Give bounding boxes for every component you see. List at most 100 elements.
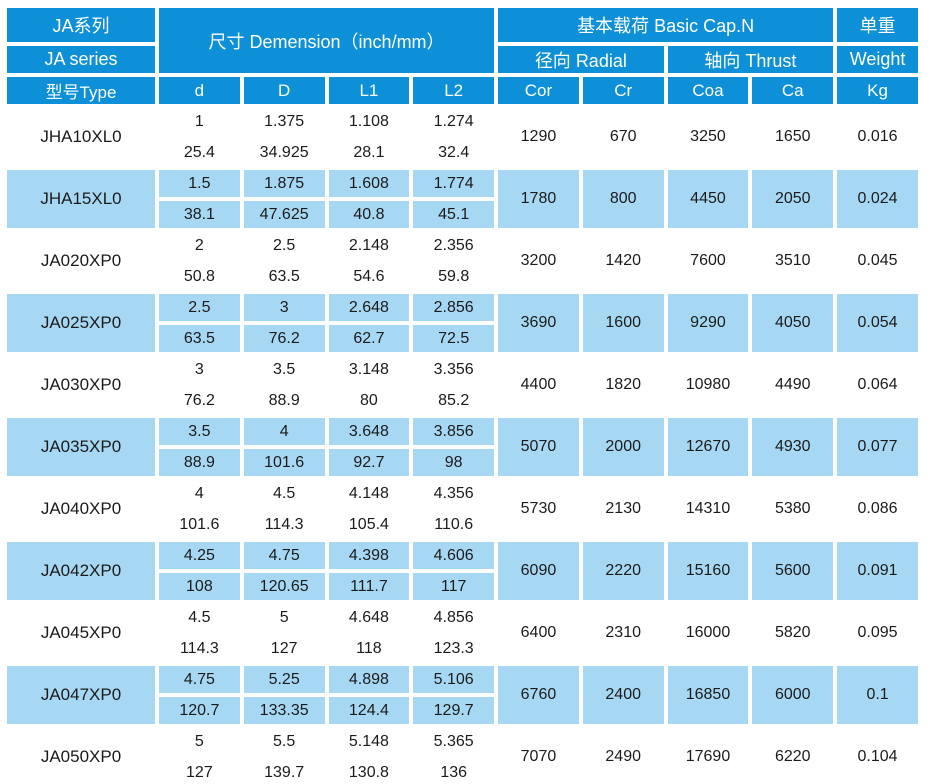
table-row-mm: 114.3 127 118 123.3 [7,635,918,662]
weight-kg-cell: 0.091 [837,542,918,600]
spec-table: JA系列 尺寸 Demension（inch/mm） 基本载荷 Basic Ca… [3,4,922,784]
dim-D-mm-cell: 120.65 [243,573,325,600]
dim-L2-inch-cell: 4.856 [413,604,495,631]
dim-d-inch-cell: 2.5 [159,294,240,321]
model-cell: JA045XP0 [7,604,155,662]
dim-D-inch-cell: 2.5 [243,232,325,259]
model-cell: JA020XP0 [7,232,155,290]
table-row-inch: JA040XP0 4 4.5 4.148 4.356 5730 2130 14310 5380 0… [7,480,918,538]
dim-d-inch-cell: 4.75 [159,666,240,693]
load-cor-cell: 5730 [498,480,579,538]
load-cr-cell: 2310 [582,604,664,662]
load-ca-cell: 4930 [752,418,834,476]
load-coa-cell: 3250 [667,108,749,166]
dim-D-inch-cell: 3 [243,294,325,321]
table-row-inch: JA050XP0 5 5.5 5.148 5.365 7070 2490 17690 6220 0… [7,728,918,784]
weight-kg-cell: 0.095 [837,604,918,662]
dim-L1-mm-cell: 80 [328,387,410,414]
dim-L1-inch-cell: 1.108 [328,108,410,135]
dim-d-inch-cell: 5 [159,728,240,755]
load-ca-cell: 3510 [752,232,834,290]
dim-L2-mm-cell: 98 [413,449,495,476]
dim-L2-mm-cell: 110.6 [413,511,495,538]
col-header-Coa: Coa [667,77,749,104]
table-row-inch: JA030XP0 3 3.5 3.148 3.356 4400 1820 10980 4490 0… [7,356,918,414]
dim-d-mm-cell: 25.4 [159,139,240,166]
dim-D-mm-cell: 34.925 [243,139,325,166]
dim-d-mm-cell: 108 [159,573,240,600]
load-cor-cell: 6400 [498,604,579,662]
load-ca-cell: 5820 [752,604,834,662]
dim-d-mm-cell: 38.1 [159,201,240,228]
col-header-type: 型号Type [7,77,155,104]
dim-D-inch-cell: 4 [243,418,325,445]
table-row-mm: 38.1 47.625 40.8 45.1 [7,201,918,228]
dim-d-inch-cell: 2 [159,232,240,259]
dim-L2-mm-cell: 117 [413,573,495,600]
load-cr-cell: 2400 [582,666,664,724]
col-header-d: d [159,77,240,104]
weight-kg-cell: 0.016 [837,108,918,166]
dim-L1-mm-cell: 111.7 [328,573,410,600]
header-unit-weight: 单重 [837,8,918,42]
weight-kg-cell: 0.054 [837,294,918,352]
dim-L1-mm-cell: 124.4 [328,697,410,724]
dim-d-mm-cell: 88.9 [159,449,240,476]
load-cr-cell: 2220 [582,542,664,600]
dim-L2-inch-cell: 5.365 [413,728,495,755]
dim-L1-inch-cell: 3.648 [328,418,410,445]
load-cr-cell: 670 [582,108,664,166]
col-header-Kg: Kg [837,77,918,104]
dim-L1-mm-cell: 118 [328,635,410,662]
dim-L1-mm-cell: 130.8 [328,759,410,784]
table-row-mm: 88.9 101.6 92.7 98 [7,449,918,476]
dim-L2-mm-cell: 59.8 [413,263,495,290]
load-ca-cell: 1650 [752,108,834,166]
dim-D-mm-cell: 139.7 [243,759,325,784]
dim-d-inch-cell: 3.5 [159,418,240,445]
dim-D-inch-cell: 5.25 [243,666,325,693]
dim-D-inch-cell: 5 [243,604,325,631]
load-cor-cell: 1290 [498,108,579,166]
table-body: JHA10XL0 1 1.375 1.108 1.274 1290 670 3250 1650 0… [7,108,918,784]
load-cor-cell: 3690 [498,294,579,352]
header-radial: 径向 Radial [498,46,664,73]
table-row-inch: JA045XP0 4.5 5 4.648 4.856 6400 2310 16000 5820 0… [7,604,918,662]
dim-L1-inch-cell: 5.148 [328,728,410,755]
dim-D-inch-cell: 4.5 [243,480,325,507]
dim-L1-mm-cell: 28.1 [328,139,410,166]
table-row-inch: JA042XP0 4.25 4.75 4.398 4.606 6090 2220 15160 5… [7,542,918,600]
load-coa-cell: 12670 [667,418,749,476]
load-coa-cell: 10980 [667,356,749,414]
load-ca-cell: 4050 [752,294,834,352]
table-row-inch: JHA15XL0 1.5 1.875 1.608 1.774 1780 800 4450 205… [7,170,918,228]
dim-d-mm-cell: 76.2 [159,387,240,414]
dim-d-mm-cell: 114.3 [159,635,240,662]
dim-L2-mm-cell: 85.2 [413,387,495,414]
header-row-top: JA系列 尺寸 Demension（inch/mm） 基本载荷 Basic Ca… [7,8,918,73]
dim-L2-inch-cell: 3.856 [413,418,495,445]
dim-L2-mm-cell: 123.3 [413,635,495,662]
header-thrust: 轴向 Thrust [667,46,834,73]
load-cor-cell: 1780 [498,170,579,228]
dim-D-inch-cell: 1.875 [243,170,325,197]
dim-L2-mm-cell: 45.1 [413,201,495,228]
dim-L1-inch-cell: 1.608 [328,170,410,197]
table-row-mm: 63.5 76.2 62.7 72.5 [7,325,918,352]
dim-L2-inch-cell: 2.856 [413,294,495,321]
model-cell: JA050XP0 [7,728,155,784]
load-coa-cell: 16850 [667,666,749,724]
load-cr-cell: 1600 [582,294,664,352]
table-row-mm: 76.2 88.9 80 85.2 [7,387,918,414]
table-row-mm: 50.8 63.5 54.6 59.8 [7,263,918,290]
load-cor-cell: 7070 [498,728,579,784]
dim-L2-mm-cell: 32.4 [413,139,495,166]
dim-D-mm-cell: 114.3 [243,511,325,538]
dim-L2-inch-cell: 3.356 [413,356,495,383]
model-cell: JHA10XL0 [7,108,155,166]
table-row-inch: JHA10XL0 1 1.375 1.108 1.274 1290 670 3250 1650 0… [7,108,918,166]
dim-L1-inch-cell: 2.148 [328,232,410,259]
dim-d-mm-cell: 120.7 [159,697,240,724]
load-cor-cell: 6090 [498,542,579,600]
load-ca-cell: 6220 [752,728,834,784]
